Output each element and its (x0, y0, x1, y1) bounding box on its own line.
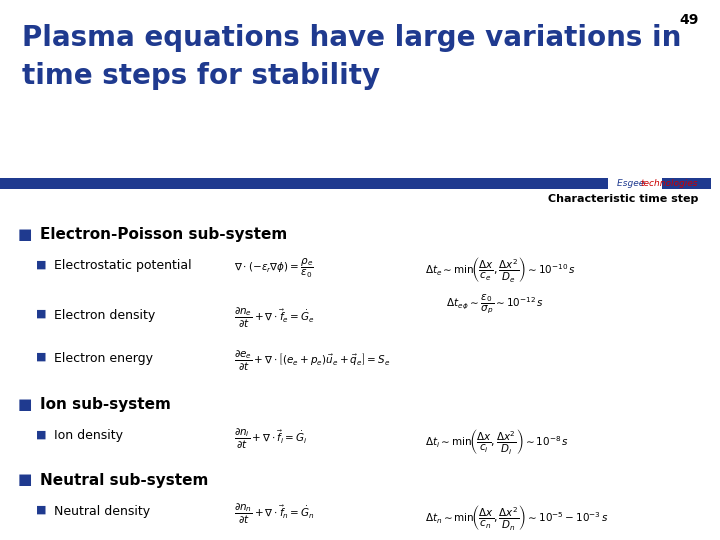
Text: $\dfrac{\partial n_i}{\partial t}+\nabla\cdot\vec{f}_i=\dot{G}_i$: $\dfrac{\partial n_i}{\partial t}+\nabla… (234, 427, 307, 451)
Text: 49: 49 (679, 14, 698, 28)
Text: $\Delta t_e \sim \mathrm{min}\!\left(\dfrac{\Delta x}{c_e},\dfrac{\Delta x^2}{D_: $\Delta t_e \sim \mathrm{min}\!\left(\df… (425, 255, 576, 284)
Text: ■: ■ (36, 429, 47, 440)
Text: Plasma equations have large variations in: Plasma equations have large variations i… (22, 24, 681, 52)
Text: $\Delta t_{e\,\phi}\sim\dfrac{\varepsilon_0}{\sigma_p}\sim 10^{-12}\,s$: $\Delta t_{e\,\phi}\sim\dfrac{\varepsilo… (446, 293, 544, 316)
Text: ■: ■ (36, 309, 47, 319)
Text: $\dfrac{\partial e_e}{\partial t}+\nabla\cdot\left[(e_e+p_e)\vec{u}_e+\vec{q}_e\: $\dfrac{\partial e_e}{\partial t}+\nabla… (234, 349, 390, 374)
Text: ■: ■ (36, 505, 47, 515)
Text: ■: ■ (18, 472, 32, 488)
Text: Ion density: Ion density (54, 429, 123, 442)
Text: $\Delta t_i \sim \mathrm{min}\!\left(\dfrac{\Delta x}{c_i},\dfrac{\Delta x^2}{D_: $\Delta t_i \sim \mathrm{min}\!\left(\df… (425, 427, 569, 456)
Text: ■: ■ (18, 227, 32, 242)
Text: Characteristic time step: Characteristic time step (548, 194, 698, 205)
Text: Electrostatic potential: Electrostatic potential (54, 259, 192, 272)
Text: ■: ■ (36, 259, 47, 269)
Text: ■: ■ (18, 397, 32, 412)
Text: Neutral density: Neutral density (54, 505, 150, 518)
FancyBboxPatch shape (0, 178, 608, 189)
Text: $\nabla\cdot\left(-\varepsilon_r\nabla\phi\right)=\dfrac{\rho_e}{\varepsilon_0}$: $\nabla\cdot\left(-\varepsilon_r\nabla\p… (234, 256, 314, 280)
Text: technologies: technologies (641, 179, 698, 187)
Text: Electron density: Electron density (54, 309, 156, 322)
Text: ■: ■ (36, 352, 47, 362)
Text: Electron-Poisson sub-system: Electron-Poisson sub-system (40, 227, 287, 242)
Text: Ion sub-system: Ion sub-system (40, 397, 171, 412)
Text: $\dfrac{\partial n_n}{\partial t}+\nabla\cdot\vec{f}_n=\dot{G}_n$: $\dfrac{\partial n_n}{\partial t}+\nabla… (234, 502, 315, 526)
Text: $\dfrac{\partial n_e}{\partial t}+\nabla\cdot\vec{f}_e=\dot{G}_e$: $\dfrac{\partial n_e}{\partial t}+\nabla… (234, 306, 315, 330)
Text: Neutral sub-system: Neutral sub-system (40, 472, 208, 488)
Text: Electron energy: Electron energy (54, 352, 153, 365)
Text: time steps for stability: time steps for stability (22, 62, 379, 90)
Text: Esgee: Esgee (617, 179, 647, 187)
FancyBboxPatch shape (662, 178, 711, 189)
Text: $\Delta t_n \sim \mathrm{min}\!\left(\dfrac{\Delta x}{c_n},\dfrac{\Delta x^2}{D_: $\Delta t_n \sim \mathrm{min}\!\left(\df… (425, 503, 608, 532)
